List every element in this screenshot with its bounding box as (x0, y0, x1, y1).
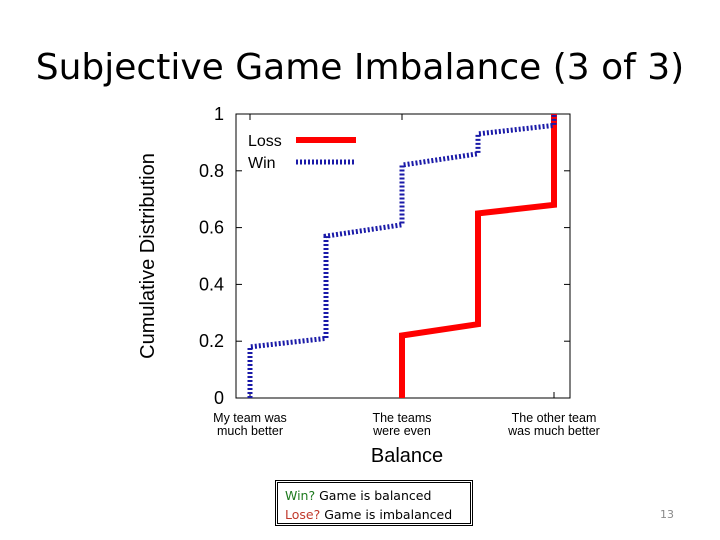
note-line-win: Win? Game is balanced (285, 486, 470, 505)
note-line-lose: Lose? Game is imbalanced (285, 505, 470, 524)
y-tick-label: 0.2 (199, 331, 224, 351)
note-lose-text: Game is imbalanced (320, 507, 453, 522)
x-tick-label: The other team (512, 411, 597, 425)
slide-title: Subjective Game Imbalance (3 of 3) (35, 47, 685, 88)
y-tick-label: 0.4 (199, 274, 224, 294)
page-number: 13 (660, 508, 674, 521)
note-win-text: Game is balanced (315, 488, 432, 503)
series-line-win (247, 114, 557, 398)
note-box: Win? Game is balanced Lose? Game is imba… (275, 480, 473, 526)
y-axis-label: Cumulative Distribution (137, 153, 159, 359)
legend-label-loss: Loss (248, 133, 282, 150)
x-tick-label: was much better (507, 424, 600, 438)
y-tick-label: 0.6 (199, 218, 224, 238)
note-win-question: Win? (285, 488, 316, 503)
legend-label-win: Win (248, 155, 276, 172)
x-axis-label: Balance (371, 445, 443, 467)
x-tick-label: My team was (213, 411, 287, 425)
x-tick-label: much better (217, 424, 283, 438)
x-tick-label: were even (372, 424, 431, 438)
series-line-loss (399, 114, 557, 398)
x-tick-label: The teams (372, 411, 431, 425)
y-tick-label: 0 (214, 388, 224, 408)
note-lose-question: Lose? (285, 507, 321, 522)
y-tick-label: 0.8 (199, 161, 224, 181)
y-tick-label: 1 (214, 104, 224, 124)
